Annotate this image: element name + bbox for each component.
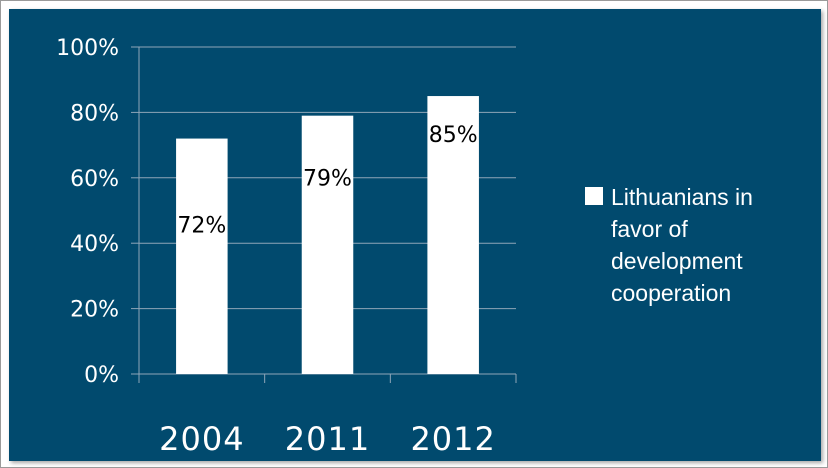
chart-panel: 0% 20% 40% 60% 80% 100% 72% 2004 79% 2011 85% 2012 … xyxy=(9,9,821,461)
bar-chart: 0% 20% 40% 60% 80% 100% 72% 2004 79% 2011 85% 2012 xyxy=(56,36,517,458)
y-tick-label: 0% xyxy=(84,363,119,388)
bar-2004 xyxy=(176,138,228,374)
x-tick-label: 2012 xyxy=(410,420,495,458)
y-tick-label: 40% xyxy=(70,232,119,257)
x-tick-label: 2004 xyxy=(159,420,244,458)
bar-2012 xyxy=(427,96,479,375)
data-label-2004: 72% xyxy=(177,214,226,239)
y-tick-label: 80% xyxy=(70,101,119,126)
x-tick-label: 2011 xyxy=(285,420,370,458)
y-tick-label: 100% xyxy=(56,36,119,61)
y-tick-label: 20% xyxy=(70,298,119,323)
data-label-2011: 79% xyxy=(303,167,352,192)
legend-label: Lithuanians in favor of development coop… xyxy=(611,184,753,306)
legend-swatch xyxy=(585,187,603,205)
y-tick-label: 60% xyxy=(70,167,119,192)
bar-2011 xyxy=(301,115,354,375)
data-label-2012: 85% xyxy=(429,123,478,148)
legend: Lithuanians in favor of development coop… xyxy=(585,181,805,309)
